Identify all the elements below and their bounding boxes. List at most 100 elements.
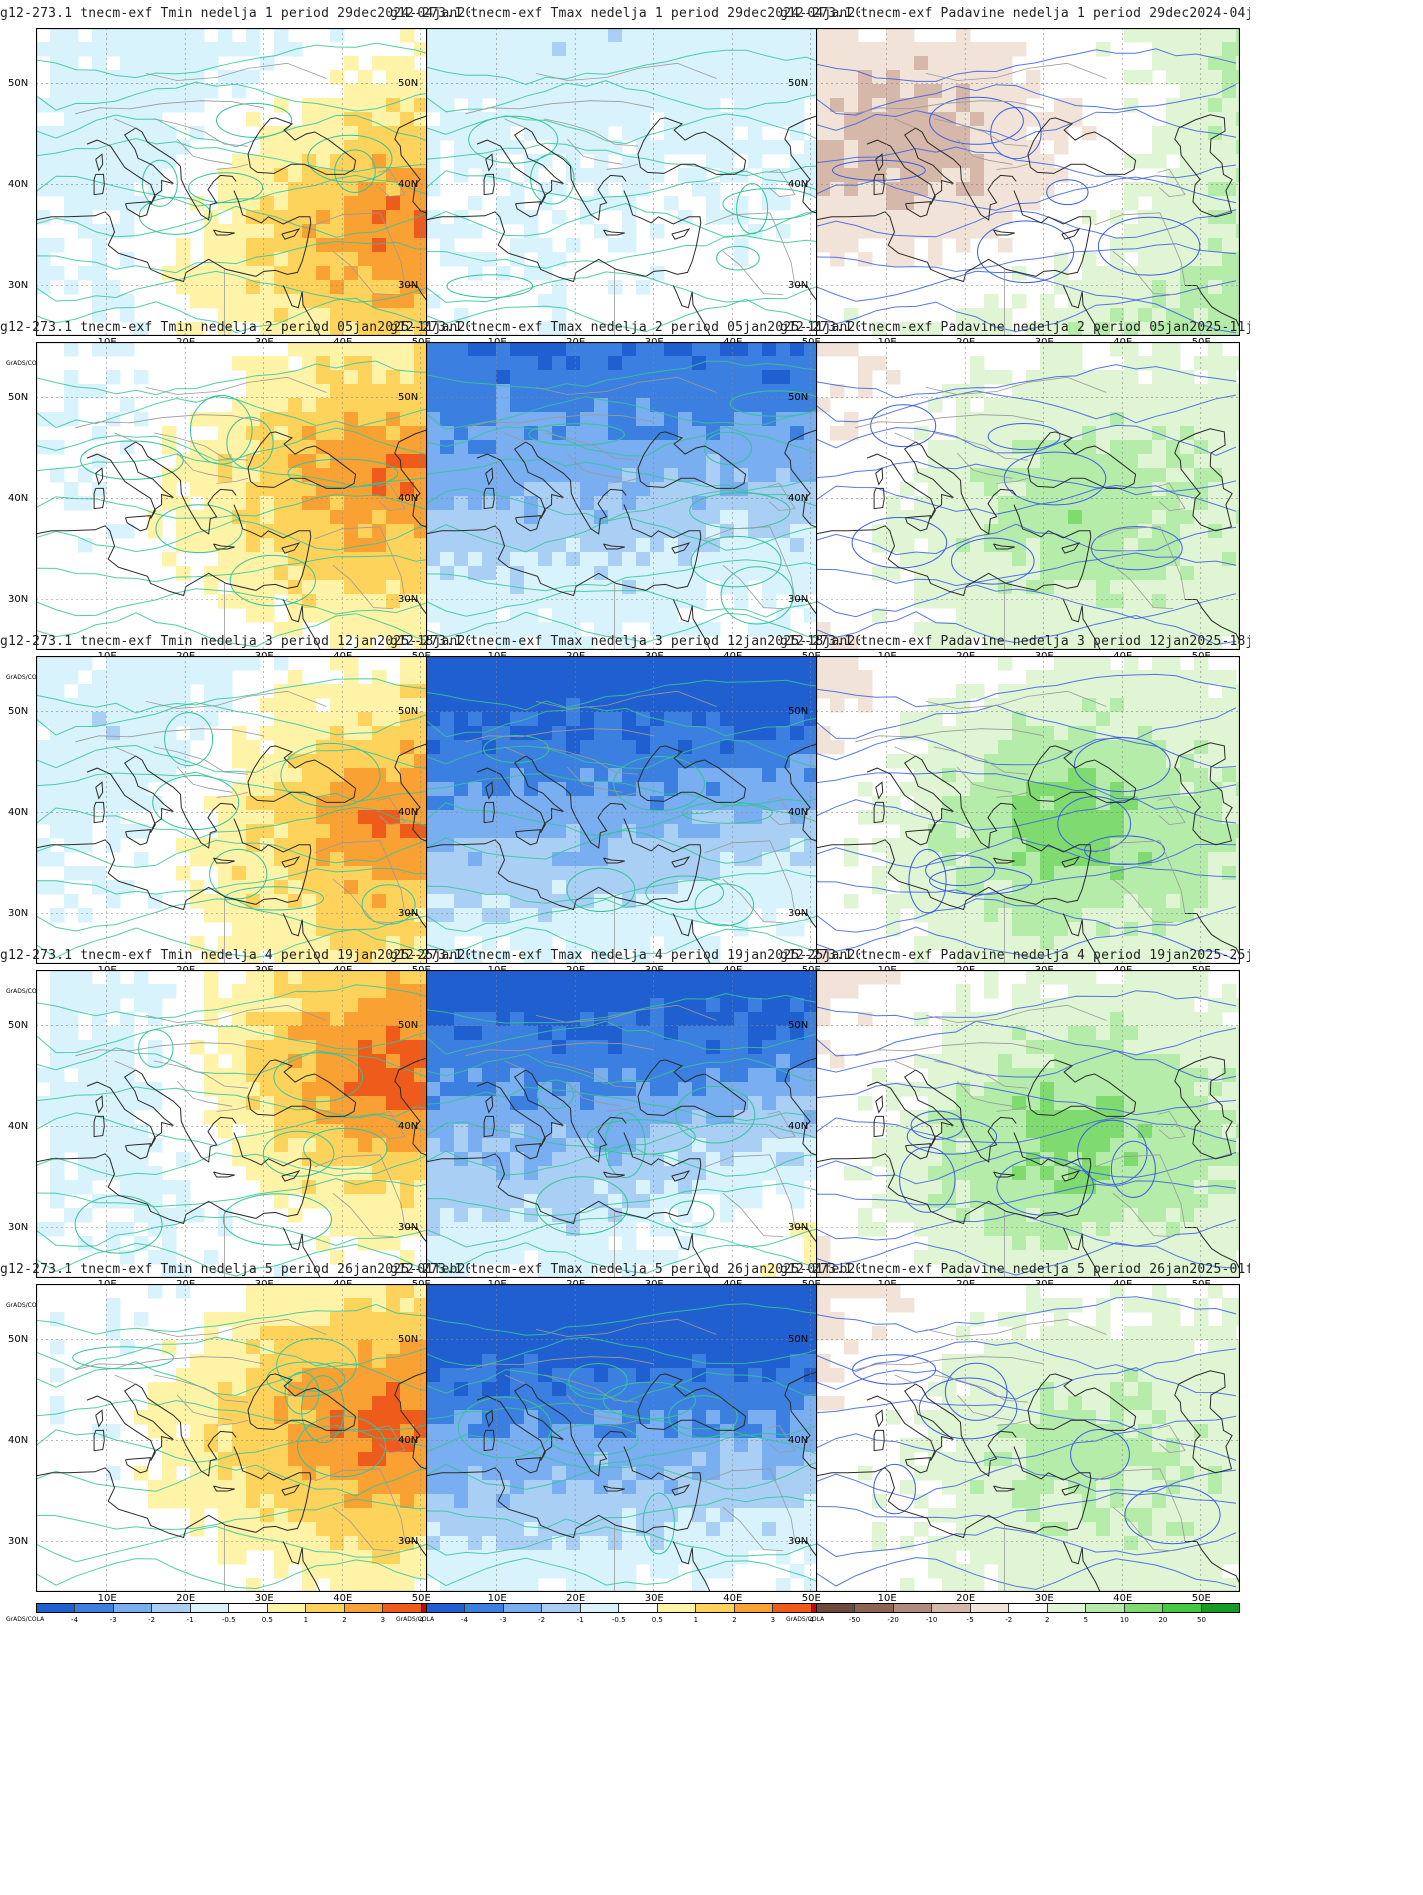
color-bar-segment — [267, 1604, 307, 1612]
panel-title: g12-273.1 tnecm-exf Padavine nedelja 4 p… — [780, 948, 1250, 963]
panel-title: g12-273.1 tnecm-exf Padavine nedelja 2 p… — [780, 320, 1250, 335]
lat-label: 40N — [788, 1434, 809, 1446]
panel-title: g12-273.1 tnecm-exf Tmin nedelja 3 perio… — [0, 634, 470, 649]
lat-label: 30N — [398, 593, 419, 605]
anomaly-map — [816, 656, 1240, 964]
color-bar-tick: 0.5 — [261, 1616, 273, 1624]
map-panel-padavine-week5: g12-273.1 tnecm-exf Padavine nedelja 5 p… — [780, 1256, 1250, 1632]
lat-label: 50N — [788, 1333, 809, 1345]
lat-label: 40N — [8, 178, 29, 190]
color-bar-segment — [113, 1604, 153, 1612]
lon-label: 40E — [723, 1593, 743, 1604]
color-bar-tick: -3 — [499, 1616, 507, 1624]
color-bar-segment — [619, 1604, 658, 1612]
color-bar-tick: -1 — [576, 1616, 584, 1624]
map-panel-padavine-week1: g12-273.1 tnecm-exf Padavine nedelja 1 p… — [780, 0, 1250, 376]
color-bar-segment — [657, 1604, 697, 1612]
anomaly-map — [36, 28, 460, 336]
lon-label: 30E — [644, 1593, 664, 1604]
lat-label: 50N — [8, 705, 29, 717]
color-bar-segment — [855, 1604, 894, 1612]
panel-title: g12-273.1 tnecm-exf Padavine nedelja 5 p… — [780, 1262, 1250, 1277]
panel-title: g12-273.1 tnecm-exf Tmin nedelja 5 perio… — [0, 1262, 470, 1277]
lat-label: 40N — [788, 178, 809, 190]
color-bar-segment — [344, 1604, 384, 1612]
color-bar-tick: 4 — [419, 1616, 424, 1624]
color-bar-segment — [1124, 1604, 1164, 1612]
lat-label: 40N — [398, 492, 419, 504]
panel-title: g12-273.1 tnecm-exf Tmax nedelja 1 perio… — [390, 6, 860, 21]
color-bar-segment — [190, 1604, 230, 1612]
lat-label: 50N — [398, 1333, 419, 1345]
color-bar-tick: -4 — [71, 1616, 79, 1624]
lat-label: 30N — [398, 1221, 419, 1233]
color-bar-segment — [893, 1604, 933, 1612]
color-bar-segment — [542, 1604, 581, 1612]
lat-label: 30N — [8, 907, 29, 919]
lon-label: 40E — [1113, 1593, 1133, 1604]
map-panel-tmin-week4: g12-273.1 tnecm-exf Tmin nedelja 4 perio… — [0, 942, 470, 1318]
lon-label: 20E — [176, 1593, 196, 1604]
panel-title: g12-273.1 tnecm-exf Tmax nedelja 5 perio… — [390, 1262, 860, 1277]
lon-label: 50E — [801, 1593, 821, 1604]
color-bar-segment — [1163, 1604, 1202, 1612]
lat-label: 50N — [398, 705, 419, 717]
color-bar-tick: -5 — [966, 1616, 974, 1624]
lon-label: 10E — [487, 1593, 507, 1604]
color-bar-segment — [229, 1604, 268, 1612]
anomaly-map — [816, 28, 1240, 336]
color-bar-tick: -2 — [1005, 1616, 1013, 1624]
lat-label: 40N — [788, 1120, 809, 1132]
color-bar-tick: -1 — [186, 1616, 194, 1624]
color-bar-segment — [465, 1604, 504, 1612]
color-bar-segment — [503, 1604, 543, 1612]
color-bar-segment — [1009, 1604, 1048, 1612]
color-bar-tick: 10 — [1119, 1616, 1129, 1624]
lat-label: 40N — [398, 1120, 419, 1132]
lat-label: 50N — [8, 1333, 29, 1345]
panel-title: g12-273.1 tnecm-exf Tmax nedelja 4 perio… — [390, 948, 860, 963]
lat-label: 50N — [788, 77, 809, 89]
lat-label: 40N — [398, 178, 419, 190]
color-bar-segment — [580, 1604, 620, 1612]
panel-title: g12-273.1 tnecm-exf Tmin nedelja 2 perio… — [0, 320, 470, 335]
panel-title: g12-273.1 tnecm-exf Tmin nedelja 1 perio… — [0, 6, 470, 21]
lat-label: 50N — [788, 391, 809, 403]
grads-credit: GrADS/COLA — [6, 360, 45, 367]
lat-label: 50N — [788, 1019, 809, 1031]
lat-label: 30N — [398, 279, 419, 291]
color-bar-segment — [734, 1604, 774, 1612]
color-bar-segment — [970, 1604, 1010, 1612]
lat-label: 30N — [8, 279, 29, 291]
lat-label: 30N — [8, 1535, 29, 1547]
color-bar-segment — [1201, 1604, 1239, 1612]
grads-credit: GrADS/COLA — [6, 988, 45, 995]
color-bar-segment — [1047, 1604, 1087, 1612]
lon-label: 10E — [97, 1593, 117, 1604]
lat-label: 30N — [8, 1221, 29, 1233]
lat-label: 30N — [788, 279, 809, 291]
color-bar-tick: -0.5 — [611, 1616, 626, 1624]
lat-label: 50N — [788, 705, 809, 717]
grads-credit: GrADS/COLA — [786, 1616, 825, 1623]
color-bar-tick: -3 — [109, 1616, 117, 1624]
panel-title: g12-273.1 tnecm-exf Tmax nedelja 2 perio… — [390, 320, 860, 335]
lat-label: 30N — [398, 1535, 419, 1547]
panel-title: g12-273.1 tnecm-exf Padavine nedelja 3 p… — [780, 634, 1250, 649]
map-panel-tmin-week5: g12-273.1 tnecm-exf Tmin nedelja 5 perio… — [0, 1256, 470, 1632]
lat-label: 50N — [8, 1019, 29, 1031]
lat-label: 40N — [398, 806, 419, 818]
grads-credit: GrADS/COLA — [6, 674, 45, 681]
lat-label: 30N — [788, 907, 809, 919]
anomaly-map — [816, 1284, 1240, 1592]
color-bar-tick: -2 — [538, 1616, 546, 1624]
anomaly-map — [426, 970, 850, 1278]
color-bar-tick: 0.5 — [651, 1616, 663, 1624]
color-bar-tick: -2 — [148, 1616, 156, 1624]
color-bar-tick: -4 — [461, 1616, 469, 1624]
anomaly-map — [426, 656, 850, 964]
color-bar-segment — [696, 1604, 735, 1612]
map-panel-padavine-week3: g12-273.1 tnecm-exf Padavine nedelja 3 p… — [780, 628, 1250, 1004]
panel-title: g12-273.1 tnecm-exf Tmin nedelja 4 perio… — [0, 948, 470, 963]
